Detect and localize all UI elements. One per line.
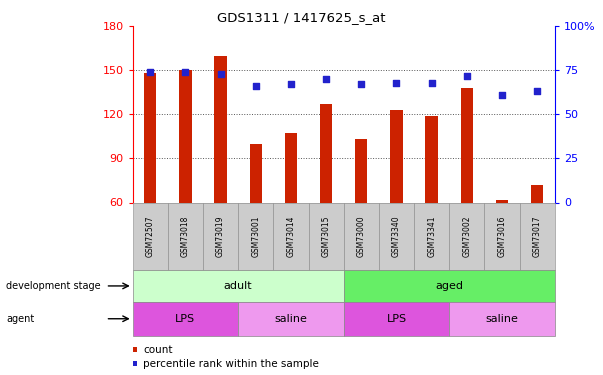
Point <box>497 92 507 98</box>
Bar <box>320 104 332 202</box>
Text: GSM73017: GSM73017 <box>532 216 541 257</box>
Bar <box>285 134 297 202</box>
Point <box>321 76 331 82</box>
Text: GSM73340: GSM73340 <box>392 215 401 257</box>
Text: agent: agent <box>6 314 34 324</box>
Bar <box>426 116 438 202</box>
Bar <box>179 70 192 202</box>
Point <box>181 69 191 75</box>
Point <box>356 81 366 87</box>
Text: GSM73018: GSM73018 <box>181 216 190 257</box>
Text: GSM73016: GSM73016 <box>497 216 507 257</box>
Text: GSM73001: GSM73001 <box>251 216 260 257</box>
Text: saline: saline <box>274 314 308 324</box>
Point <box>251 83 260 89</box>
Bar <box>496 200 508 202</box>
Bar <box>390 110 403 202</box>
Point <box>286 81 295 87</box>
Text: aged: aged <box>435 281 463 291</box>
Bar <box>250 144 262 202</box>
Text: count: count <box>143 345 172 354</box>
Bar <box>531 185 543 202</box>
Bar <box>215 56 227 202</box>
Text: percentile rank within the sample: percentile rank within the sample <box>143 359 319 369</box>
Point <box>392 80 402 86</box>
Text: GSM73019: GSM73019 <box>216 216 225 257</box>
Bar <box>355 140 367 202</box>
Text: GSM72507: GSM72507 <box>146 216 155 257</box>
Text: LPS: LPS <box>175 314 195 324</box>
Text: LPS: LPS <box>387 314 406 324</box>
Point <box>462 73 472 79</box>
Point <box>427 80 437 86</box>
Point <box>145 69 155 75</box>
Text: development stage: development stage <box>6 281 101 291</box>
Text: adult: adult <box>224 281 253 291</box>
Text: GSM73014: GSM73014 <box>286 216 295 257</box>
Bar <box>461 88 473 202</box>
Text: GSM73002: GSM73002 <box>463 216 472 257</box>
Point <box>216 71 226 77</box>
Text: GSM73015: GSM73015 <box>321 216 330 257</box>
Point <box>532 88 542 94</box>
Text: GSM73000: GSM73000 <box>357 215 366 257</box>
Text: GSM73341: GSM73341 <box>427 216 436 257</box>
Text: saline: saline <box>485 314 519 324</box>
Text: GDS1311 / 1417625_s_at: GDS1311 / 1417625_s_at <box>217 11 386 24</box>
Bar <box>144 73 156 202</box>
